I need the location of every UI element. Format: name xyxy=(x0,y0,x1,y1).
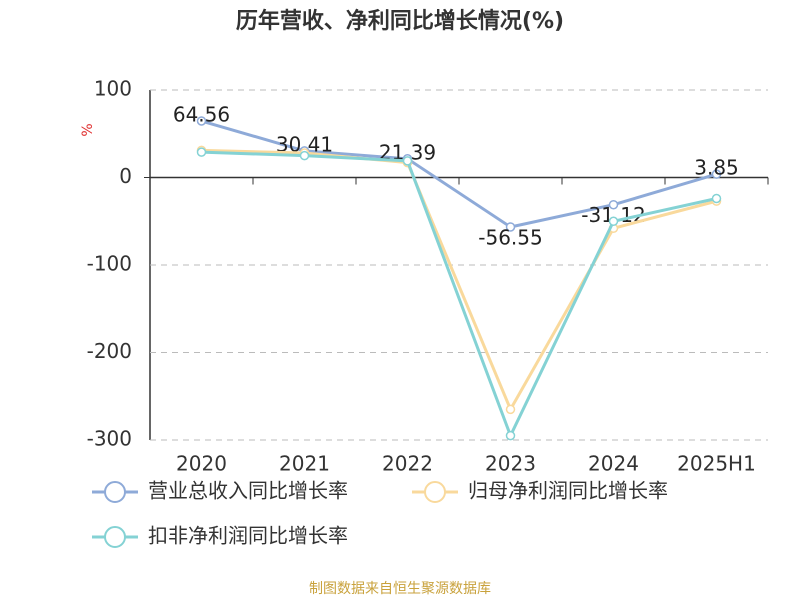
y-axis-label: % xyxy=(80,123,96,136)
data-point xyxy=(608,216,619,226)
data-point xyxy=(196,147,207,157)
x-tick-label: 2024 xyxy=(588,452,639,476)
legend-label: 扣非净利润同比增长率 xyxy=(148,524,348,548)
series-line xyxy=(201,119,717,229)
data-point xyxy=(711,193,722,204)
x-tick-label: 2023 xyxy=(485,452,536,476)
series-line xyxy=(201,148,717,413)
y-tick-label: -100 xyxy=(87,252,132,276)
data-label: -56.55 xyxy=(478,225,542,249)
legend-marker xyxy=(424,481,446,503)
source-note: 制图数据来自恒生聚源数据库 xyxy=(309,581,491,597)
legend-marker xyxy=(104,481,126,503)
data-point xyxy=(608,199,619,210)
data-label: 64.56 xyxy=(173,103,230,127)
y-tick-label: 0 xyxy=(119,164,132,188)
data-point xyxy=(402,156,413,166)
y-tick-label: -200 xyxy=(87,339,132,363)
x-tick-label: 2021 xyxy=(279,452,330,476)
data-point xyxy=(299,150,310,161)
legend-label: 归母净利润同比增长率 xyxy=(468,479,668,503)
series-line xyxy=(201,150,717,440)
legend-marker xyxy=(104,526,126,548)
x-tick-label: 2020 xyxy=(176,452,227,476)
data-point xyxy=(505,222,516,232)
y-tick-label: -300 xyxy=(87,427,132,451)
data-point xyxy=(196,116,207,126)
y-tick-label: 100 xyxy=(94,77,132,101)
data-point xyxy=(505,404,516,415)
data-label: 3.85 xyxy=(694,156,739,180)
data-point xyxy=(711,169,722,179)
x-tick-label: 2022 xyxy=(382,452,433,476)
x-tick-label: 2025H1 xyxy=(677,452,756,476)
legend-label: 营业总收入同比增长率 xyxy=(148,479,348,503)
data-point xyxy=(505,430,516,441)
chart-title: 历年营收、净利同比增长情况(%) xyxy=(236,8,564,34)
